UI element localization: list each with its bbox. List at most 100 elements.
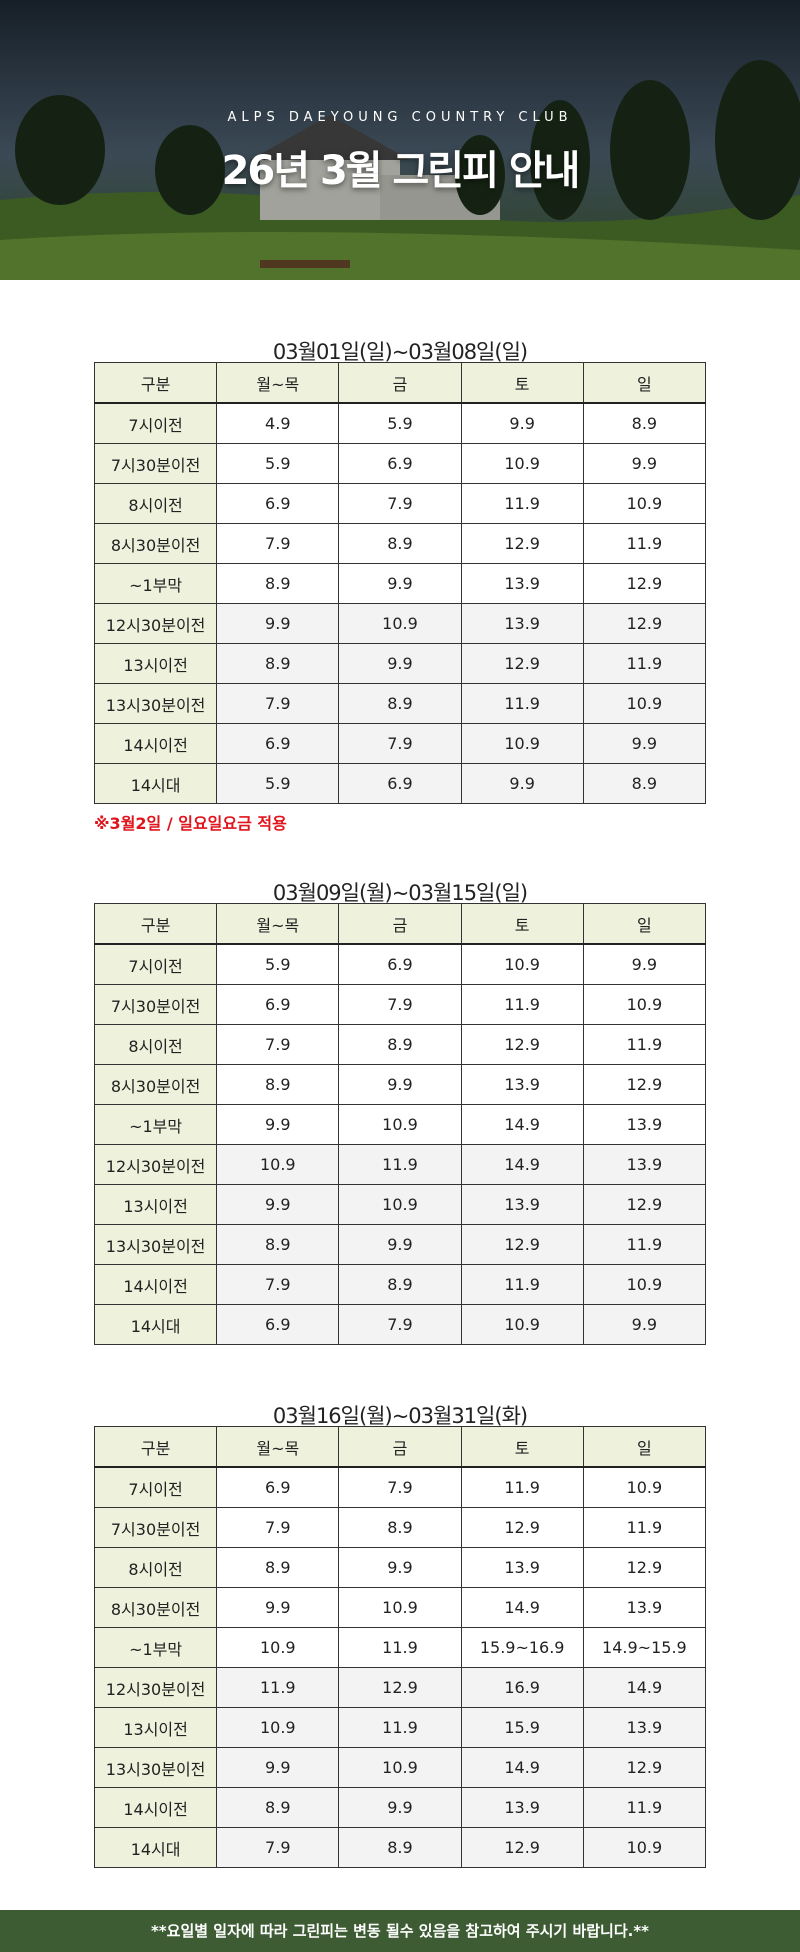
price-cell: 12.9 xyxy=(582,1747,707,1788)
price-cell: 13.9 xyxy=(460,1064,584,1105)
price-cell: 10.9 xyxy=(460,443,584,484)
price-cell: 10.9 xyxy=(582,984,707,1025)
time-slot: 12시30분이전 xyxy=(93,1667,218,1708)
price-cell: 11.9 xyxy=(216,1667,340,1708)
price-cell: 11.9 xyxy=(582,643,707,684)
price-cell: 9.9 xyxy=(582,943,707,985)
price-cell: 5.9 xyxy=(338,402,462,444)
time-slot: 7시이전 xyxy=(93,1466,218,1508)
price-cell: 10.9 xyxy=(216,1627,340,1668)
header-row: 구분 월~목 금 토 일 xyxy=(93,903,707,945)
price-row: ~1부막 9.9 10.9 14.9 13.9 xyxy=(93,1104,707,1145)
price-cell: 13.9 xyxy=(460,1547,584,1588)
column-header: 일 xyxy=(582,903,707,945)
price-cell: 6.9 xyxy=(338,943,462,985)
header-row: 구분 월~목 금 토 일 xyxy=(93,362,707,404)
price-cell: 7.9 xyxy=(216,1264,340,1305)
time-slot: 8시이전 xyxy=(93,1024,218,1065)
price-row: 13시이전 8.9 9.9 12.9 11.9 xyxy=(93,643,707,684)
price-cell: 8.9 xyxy=(338,1507,462,1548)
price-cell: 10.9 xyxy=(460,723,584,764)
time-slot: ~1부막 xyxy=(93,563,218,604)
price-cell: 8.9 xyxy=(216,563,340,604)
price-cell: 6.9 xyxy=(216,1304,340,1345)
price-cell: 10.9 xyxy=(338,1747,462,1788)
header-row: 구분 월~목 금 토 일 xyxy=(93,1426,707,1468)
price-cell: 10.9 xyxy=(460,1304,584,1345)
price-cell: 7.9 xyxy=(216,523,340,564)
price-cell: 11.9 xyxy=(582,1224,707,1265)
price-row: 13시30분이전 8.9 9.9 12.9 11.9 xyxy=(93,1224,707,1265)
price-cell: 10.9 xyxy=(582,683,707,724)
price-row: 7시30분이전 7.9 8.9 12.9 11.9 xyxy=(93,1507,707,1548)
price-cell: 11.9 xyxy=(582,1024,707,1065)
price-row: 14시대 6.9 7.9 10.9 9.9 xyxy=(93,1304,707,1345)
section-note: ※3월2일 / 일요일요금 적용 xyxy=(94,814,287,833)
price-cell: 15.9 xyxy=(460,1707,584,1748)
time-slot: 13시이전 xyxy=(93,1707,218,1748)
price-cell: 8.9 xyxy=(216,1064,340,1105)
price-cell: 11.9 xyxy=(338,1144,462,1185)
time-slot: 13시이전 xyxy=(93,643,218,684)
column-header: 금 xyxy=(338,362,462,404)
column-header: 월~목 xyxy=(216,362,340,404)
price-cell: 13.9 xyxy=(582,1144,707,1185)
price-cell: 9.9 xyxy=(338,1547,462,1588)
time-slot: 7시30분이전 xyxy=(93,1507,218,1548)
price-cell: 6.9 xyxy=(338,763,462,804)
price-cell: 16.9 xyxy=(460,1667,584,1708)
column-header: 월~목 xyxy=(216,1426,340,1468)
column-header: 토 xyxy=(460,1426,584,1468)
price-cell: 13.9 xyxy=(582,1707,707,1748)
price-row: 7시이전 5.9 6.9 10.9 9.9 xyxy=(93,943,707,985)
price-section: 03월09일(월)~03월15일(일) 구분 월~목 금 토 일 7시이전 5.9 6.9 10.… xyxy=(93,877,707,1345)
time-slot: 14시대 xyxy=(93,1304,218,1345)
price-cell: 11.9 xyxy=(460,483,584,524)
time-slot: 8시30분이전 xyxy=(93,1587,218,1628)
price-cell: 9.9 xyxy=(338,643,462,684)
price-cell: 9.9 xyxy=(338,1064,462,1105)
column-header: 구분 xyxy=(93,903,218,945)
price-cell: 9.9 xyxy=(338,563,462,604)
price-cell: 13.9 xyxy=(582,1104,707,1145)
price-row: 12시30분이전 10.9 11.9 14.9 13.9 xyxy=(93,1144,707,1185)
time-slot: 14시이전 xyxy=(93,1787,218,1828)
price-cell: 9.9 xyxy=(216,1104,340,1145)
price-cell: 6.9 xyxy=(338,443,462,484)
price-cell: 14.9~15.9 xyxy=(582,1627,707,1668)
price-cell: 14.9 xyxy=(460,1587,584,1628)
price-row: 12시30분이전 11.9 12.9 16.9 14.9 xyxy=(93,1667,707,1708)
price-cell: 11.9 xyxy=(460,984,584,1025)
column-header: 일 xyxy=(582,1426,707,1468)
price-section: 03월01일(일)~03월08일(일) 구분 월~목 금 토 일 7시이전 4.9 5.9 9.9… xyxy=(93,336,707,834)
price-cell: 11.9 xyxy=(338,1627,462,1668)
price-row: 7시이전 4.9 5.9 9.9 8.9 xyxy=(93,402,707,444)
price-row: 8시30분이전 9.9 10.9 14.9 13.9 xyxy=(93,1587,707,1628)
price-cell: 7.9 xyxy=(216,1024,340,1065)
price-table: 구분 월~목 금 토 일 7시이전 6.9 7.9 11.9 10.9 7시30분이전 7.9 8.9 1… xyxy=(93,1426,707,1868)
price-cell: 9.9 xyxy=(582,723,707,764)
price-cell: 13.9 xyxy=(460,563,584,604)
price-row: 13시30분이전 9.9 10.9 14.9 12.9 xyxy=(93,1747,707,1788)
price-cell: 10.9 xyxy=(216,1707,340,1748)
price-cell: 10.9 xyxy=(582,1827,707,1868)
column-header: 토 xyxy=(460,903,584,945)
price-cell: 12.9 xyxy=(460,1827,584,1868)
price-row: 8시이전 8.9 9.9 13.9 12.9 xyxy=(93,1547,707,1588)
price-cell: 9.9 xyxy=(460,402,584,444)
price-cell: 15.9~16.9 xyxy=(460,1627,584,1668)
price-cell: 13.9 xyxy=(460,1787,584,1828)
footer-note: **요일별 일자에 따라 그린피는 변동 될수 있음을 참고하여 주시기 바랍니… xyxy=(0,1910,800,1952)
price-cell: 10.9 xyxy=(582,483,707,524)
hero-banner: ALPS DAEYOUNG COUNTRY CLUB 26년 3월 그린피 안내 xyxy=(0,0,800,280)
time-slot: 8시30분이전 xyxy=(93,1064,218,1105)
price-row: 8시30분이전 7.9 8.9 12.9 11.9 xyxy=(93,523,707,564)
price-row: 14시이전 7.9 8.9 11.9 10.9 xyxy=(93,1264,707,1305)
price-cell: 7.9 xyxy=(216,1507,340,1548)
time-slot: 13시이전 xyxy=(93,1184,218,1225)
price-cell: 8.9 xyxy=(216,1787,340,1828)
price-cell: 13.9 xyxy=(460,603,584,644)
price-row: 7시30분이전 5.9 6.9 10.9 9.9 xyxy=(93,443,707,484)
price-cell: 12.9 xyxy=(582,1184,707,1225)
price-cell: 7.9 xyxy=(338,723,462,764)
